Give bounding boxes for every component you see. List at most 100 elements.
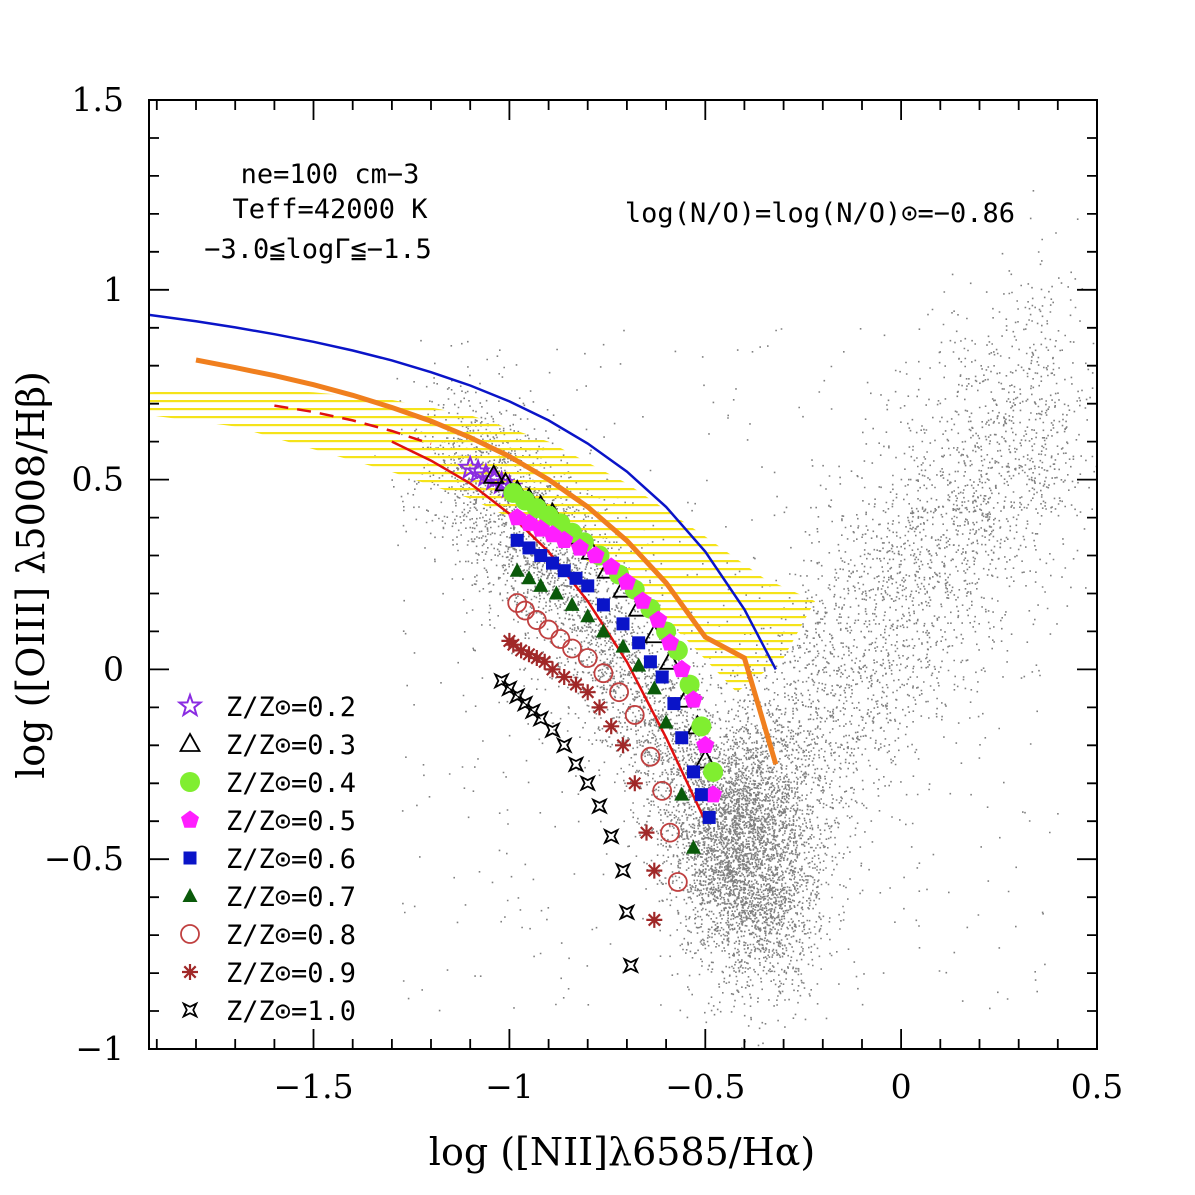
series-7-point xyxy=(638,824,655,841)
series-4-point xyxy=(675,731,689,745)
series-2-point xyxy=(679,674,700,695)
series-3-point xyxy=(586,546,605,564)
series-4-point xyxy=(616,617,630,631)
series-8-point xyxy=(602,827,620,845)
legend-marker xyxy=(176,691,204,718)
series-8-point xyxy=(622,957,640,974)
annotation-gamma: −3.0≦logΓ≦−1.5 xyxy=(204,234,432,265)
legend-item: Z/Z⊙=0.9 xyxy=(182,958,356,989)
series-5-point xyxy=(686,839,702,854)
axis-ticks xyxy=(149,99,1098,1050)
series-5-point xyxy=(674,786,690,801)
y-tick-label: 1.5 xyxy=(72,80,124,119)
y-tick-label: 0.5 xyxy=(72,460,124,499)
series-8-point xyxy=(614,862,632,879)
series-1-point xyxy=(658,649,682,670)
series-7-point xyxy=(591,699,608,716)
curve-1 xyxy=(195,357,779,766)
x-tick-label: −1 xyxy=(485,1067,534,1106)
series-6-point xyxy=(507,593,528,613)
series-3-point xyxy=(602,557,621,575)
series-8 xyxy=(493,672,640,974)
series-7-point xyxy=(528,650,545,666)
annotation-teff: Teff=42000 K xyxy=(232,194,428,225)
series-4-point xyxy=(522,541,536,555)
series-0-point xyxy=(464,458,492,484)
series-6-point xyxy=(550,629,571,649)
x-tick-label: 0 xyxy=(891,1067,912,1106)
series-5-point xyxy=(631,657,647,672)
series-0-point xyxy=(457,454,484,480)
series-6-point xyxy=(577,648,598,668)
series-3-point xyxy=(661,633,679,651)
series-5-point xyxy=(521,570,537,585)
series-4-point xyxy=(569,571,583,585)
legend-item: Z/Z⊙=0.4 xyxy=(180,768,356,799)
shaded-band xyxy=(149,388,815,693)
legend-marker xyxy=(180,772,200,792)
series-7-point xyxy=(626,775,643,792)
legend-item: Z/Z⊙=0.6 xyxy=(183,844,356,875)
series-3-point xyxy=(704,785,723,803)
series-6-point xyxy=(624,705,645,725)
series-7-point xyxy=(646,911,663,928)
series-5-point xyxy=(509,562,525,577)
tick-marks xyxy=(149,99,1098,1050)
legend-label: Z/Z⊙=0.6 xyxy=(226,844,356,875)
series-5-point xyxy=(595,623,611,638)
series-2-point xyxy=(691,716,712,737)
series-5 xyxy=(509,562,702,854)
axis-tick-labels: −1.5 −1 −0.5 0 0.5 1.5 1 0.5 0 −0.5 −1 xyxy=(44,80,1123,1106)
series-6-point xyxy=(526,610,547,630)
series-2-point xyxy=(703,761,724,782)
series-6-point xyxy=(593,663,614,684)
series-6-point xyxy=(652,780,673,801)
series-8-point xyxy=(579,774,597,792)
series-1-point xyxy=(482,463,505,484)
legend-label: Z/Z⊙=0.4 xyxy=(226,768,356,799)
series-6-point xyxy=(640,746,661,767)
series-8-point xyxy=(555,736,573,754)
series-4-point xyxy=(596,598,610,612)
curve-2 xyxy=(274,404,432,446)
legend-marker xyxy=(182,888,198,902)
series-8-point xyxy=(591,797,608,815)
series-5-point xyxy=(580,608,596,623)
series-5-point xyxy=(564,596,580,611)
series-4-point xyxy=(694,788,708,802)
x-tick-label: −1.5 xyxy=(273,1067,353,1106)
series-7-point xyxy=(521,646,537,663)
series-4-point xyxy=(655,670,669,684)
series-4-point xyxy=(510,533,524,547)
legend-item: Z/Z⊙=0.8 xyxy=(180,920,356,951)
legend: Z/Z⊙=0.2 Z/Z⊙=0.3 Z/Z⊙=0.4 Z/Z⊙=0.5 Z/Z⊙=0.6… xyxy=(176,691,356,1027)
hatched-band xyxy=(149,388,815,693)
series-7-point xyxy=(536,653,553,670)
series-8-point xyxy=(532,710,550,728)
series-5-point xyxy=(658,714,674,729)
series-0-point xyxy=(480,465,508,491)
x-tick-label: −0.5 xyxy=(665,1067,745,1106)
legend-marker xyxy=(182,964,198,980)
series-7-point xyxy=(556,669,573,685)
y-tick-label: −1 xyxy=(75,1029,124,1068)
series-4 xyxy=(510,533,716,824)
legend-item: Z/Z⊙=1.0 xyxy=(181,996,356,1027)
y-tick-label: 1 xyxy=(103,270,124,309)
series-6-point xyxy=(667,872,688,892)
series-7-point xyxy=(603,718,620,735)
series-3-point xyxy=(570,538,589,556)
series-4-point xyxy=(643,655,657,669)
legend-item: Z/Z⊙=0.5 xyxy=(181,806,356,837)
y-axis-title: log ([OIII] λ5008/Hβ) xyxy=(9,371,53,779)
series-7-point xyxy=(568,676,584,693)
legend-marker xyxy=(181,1001,199,1019)
legend-label: Z/Z⊙=0.9 xyxy=(226,958,356,989)
series-5-point xyxy=(548,585,564,600)
series-4-point xyxy=(545,556,559,570)
series-4-point xyxy=(557,564,571,578)
series-3-point xyxy=(696,735,715,753)
series-3-point xyxy=(617,572,636,590)
legend-marker xyxy=(183,851,197,865)
